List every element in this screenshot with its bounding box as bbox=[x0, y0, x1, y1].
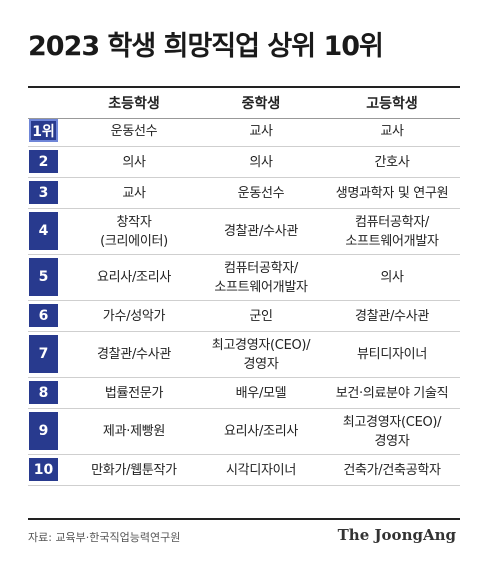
rank-badge: 4 bbox=[29, 212, 58, 250]
high-cell: 생명과학자 및 연구원 bbox=[335, 185, 449, 201]
table-row: 1위 운동선수 교사 교사 bbox=[28, 116, 460, 147]
rank-badge: 3 bbox=[29, 181, 58, 204]
ranking-table: 1위 운동선수 교사 교사 2 의사 의사 간호사 3 교사 운동선수 생명과학자 및 연구원 4 창작자… bbox=[28, 116, 460, 486]
rank-badge: 8 bbox=[29, 381, 58, 404]
middle-cell: 군인 bbox=[249, 308, 273, 324]
elementary-cell: 제과·제빵원 bbox=[102, 424, 166, 439]
column-header-high: 고등학생 bbox=[366, 96, 418, 112]
rank-badge: 5 bbox=[29, 258, 58, 296]
middle-cell: 시각디자이너 bbox=[226, 462, 296, 478]
high-cell: 보건·의료분야 기술직 bbox=[335, 385, 449, 401]
high-cell: 컴퓨터공학자/ 소프트웨어개발자 bbox=[345, 214, 439, 249]
middle-cell: 배우/모델 bbox=[235, 385, 287, 401]
high-cell: 의사 bbox=[380, 270, 404, 285]
table-row: 9 제과·제빵원 요리사/조리사 최고경영자(CEO)/ 경영자 bbox=[28, 409, 460, 455]
rank-badge: 2 bbox=[29, 150, 58, 173]
table-row: 4 창작자 (크리에이터) 경찰관/수사관 컴퓨터공학자/ 소프트웨어개발자 bbox=[28, 209, 460, 255]
middle-cell: 의사 bbox=[249, 154, 273, 170]
elementary-cell: 운동선수 bbox=[110, 123, 158, 139]
middle-cell: 최고경영자(CEO)/ 경영자 bbox=[211, 337, 311, 372]
elementary-cell: 의사 bbox=[122, 154, 146, 170]
table-row: 5 요리사/조리사 컴퓨터공학자/ 소프트웨어개발자 의사 bbox=[28, 255, 460, 301]
middle-cell: 요리사/조리사 bbox=[223, 424, 299, 439]
elementary-cell: 경찰관/수사관 bbox=[96, 347, 172, 362]
table-row: 2 의사 의사 간호사 bbox=[28, 147, 460, 178]
rank-badge: 7 bbox=[29, 335, 58, 373]
page-title: 2023 학생 희망직업 상위 10위 bbox=[28, 31, 384, 62]
high-cell: 건축가/건축공학자 bbox=[343, 462, 441, 478]
elementary-cell: 요리사/조리사 bbox=[96, 270, 172, 285]
high-cell: 뷰티디자이너 bbox=[357, 347, 427, 362]
source-note: 자료: 교육부·한국직업능력연구원 bbox=[28, 531, 181, 544]
column-header-middle: 중학생 bbox=[241, 96, 281, 112]
rank-badge: 9 bbox=[29, 412, 58, 450]
high-cell: 경찰관/수사관 bbox=[354, 308, 430, 324]
table-header: 초등학생 중학생 고등학생 bbox=[28, 86, 460, 119]
table-row: 7 경찰관/수사관 최고경영자(CEO)/ 경영자 뷰티디자이너 bbox=[28, 332, 460, 378]
publisher-logo: The JoongAng bbox=[337, 526, 456, 544]
middle-cell: 컴퓨터공학자/ 소프트웨어개발자 bbox=[214, 260, 308, 295]
elementary-cell: 만화가/웹툰작가 bbox=[91, 462, 177, 478]
middle-cell: 경찰관/수사관 bbox=[223, 224, 299, 239]
table-row: 6 가수/성악가 군인 경찰관/수사관 bbox=[28, 301, 460, 332]
rank-badge: 10 bbox=[29, 458, 58, 481]
elementary-cell: 가수/성악가 bbox=[102, 308, 166, 324]
high-cell: 간호사 bbox=[374, 154, 410, 170]
table-row: 3 교사 운동선수 생명과학자 및 연구원 bbox=[28, 178, 460, 209]
column-header-elementary: 초등학생 bbox=[108, 96, 160, 112]
footer: 자료: 교육부·한국직업능력연구원 The JoongAng bbox=[28, 518, 460, 550]
table-row: 10 만화가/웹툰작가 시각디자이너 건축가/건축공학자 bbox=[28, 455, 460, 486]
high-cell: 교사 bbox=[380, 123, 404, 139]
high-cell: 최고경영자(CEO)/ 경영자 bbox=[342, 414, 442, 449]
rank-badge: 1위 bbox=[29, 119, 58, 142]
elementary-cell: 교사 bbox=[122, 185, 146, 201]
elementary-cell: 법률전문가 bbox=[104, 385, 164, 401]
elementary-cell: 창작자 (크리에이터) bbox=[100, 214, 168, 249]
middle-cell: 교사 bbox=[249, 123, 273, 139]
rank-badge: 6 bbox=[29, 304, 58, 327]
table-row: 8 법률전문가 배우/모델 보건·의료분야 기술직 bbox=[28, 378, 460, 409]
middle-cell: 운동선수 bbox=[237, 185, 285, 201]
